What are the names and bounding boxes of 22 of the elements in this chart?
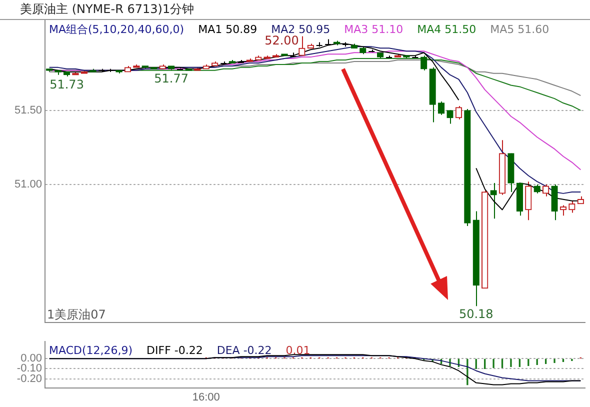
y-tick-label: -0.10 xyxy=(16,362,42,375)
text: MA5 51.60 xyxy=(490,23,550,36)
annotation: 51.73 xyxy=(50,77,84,92)
legend-title: MA组合(5,10,20,40,60,0) xyxy=(49,23,184,36)
y-tick-label: 51.50 xyxy=(14,104,42,116)
series-label: MA3 51.10 xyxy=(344,23,404,36)
annotation: 1美原油07 xyxy=(47,308,106,322)
series-label: DEA -0.22 xyxy=(216,344,272,357)
text: MA4 51.50 xyxy=(417,23,476,36)
y-tick-label: -0.20 xyxy=(16,372,42,385)
annotation: 50.18 xyxy=(458,307,494,322)
chart-title: 美原油主 (NYME-R 6713)1分钟 xyxy=(20,2,194,16)
series-label: 0.01 xyxy=(286,344,310,357)
series-label: MA2 50.95 xyxy=(271,23,330,36)
legend-title: MACD(12,26,9) xyxy=(49,344,133,357)
y-tick-label: 0.00 xyxy=(20,352,42,365)
x-tick-label: 16:00 xyxy=(192,391,220,404)
series-label: DIFF -0.22 xyxy=(146,344,203,357)
annotation: 51.77 xyxy=(154,72,188,86)
text: MA1 50.89 xyxy=(198,23,258,36)
y-tick-label: 51.00 xyxy=(14,178,42,191)
annotation: 52.00 xyxy=(264,33,299,48)
